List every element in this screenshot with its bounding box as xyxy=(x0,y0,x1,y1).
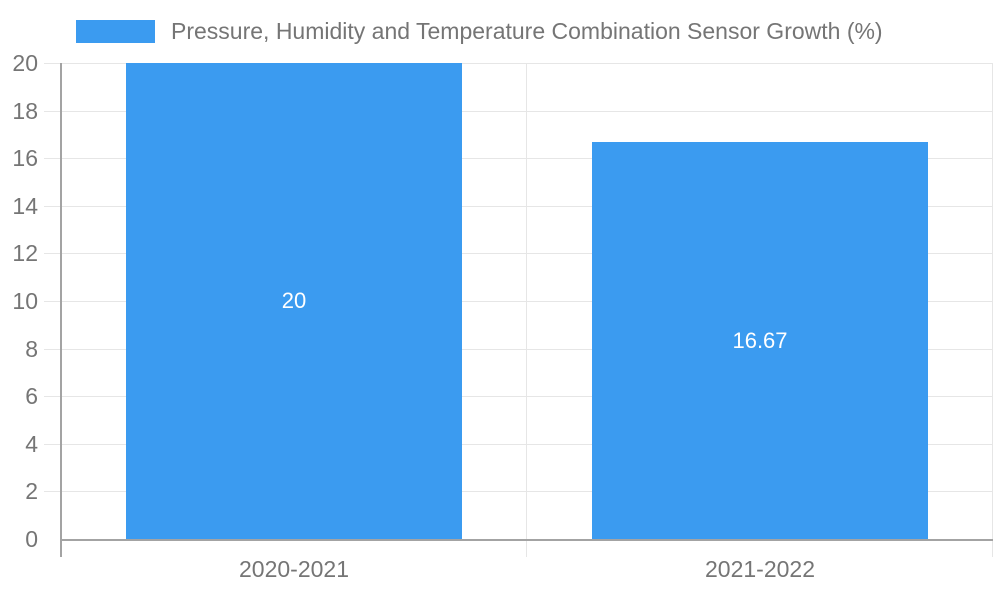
y-tick-label: 14 xyxy=(12,192,38,219)
bar[interactable] xyxy=(126,63,462,539)
y-tick-label: 16 xyxy=(12,145,38,172)
x-axis-line xyxy=(60,539,993,541)
y-tick-label: 6 xyxy=(25,383,38,410)
bar-value-label: 16.67 xyxy=(732,327,788,353)
gridline xyxy=(44,301,993,302)
gridline xyxy=(44,348,993,350)
category-boundary-line xyxy=(526,63,527,557)
y-tick-label: 4 xyxy=(25,430,38,457)
gridline xyxy=(44,110,993,112)
legend-swatch-icon xyxy=(76,19,155,43)
gridline xyxy=(44,396,993,398)
y-axis-line xyxy=(60,63,62,557)
category-boundary-line xyxy=(992,63,993,557)
legend-item[interactable]: Pressure, Humidity and Temperature Combi… xyxy=(76,14,883,48)
bar-value-label: 20 xyxy=(281,288,307,313)
y-tick-label: 10 xyxy=(12,288,38,314)
gridline xyxy=(44,158,993,160)
y-tick-label: 2 xyxy=(25,478,38,505)
gridline xyxy=(44,253,993,255)
legend-label: Pressure, Humidity and Temperature Combi… xyxy=(171,17,883,44)
x-tick-label: 2020-2021 xyxy=(239,556,349,582)
y-tick-label: 8 xyxy=(25,335,38,362)
y-tick-label: 12 xyxy=(12,240,38,267)
gridline xyxy=(44,443,993,445)
y-tick-label: 20 xyxy=(12,50,38,76)
gridline xyxy=(44,63,993,64)
y-tick-label: 18 xyxy=(12,97,38,124)
y-tick-label: 0 xyxy=(25,526,38,552)
gridline xyxy=(44,491,993,493)
x-tick-label: 2021-2022 xyxy=(705,556,815,582)
gridline xyxy=(44,205,993,207)
bar[interactable] xyxy=(592,142,928,539)
